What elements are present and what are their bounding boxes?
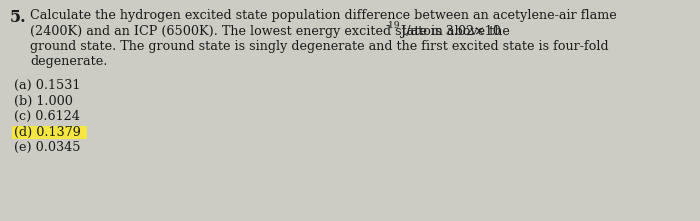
FancyBboxPatch shape <box>12 126 87 139</box>
Text: (b) 1.000: (b) 1.000 <box>14 95 73 107</box>
Text: 5.: 5. <box>10 9 27 26</box>
Text: (e) 0.0345: (e) 0.0345 <box>14 141 80 154</box>
Text: degenerate.: degenerate. <box>30 55 107 69</box>
Text: (a) 0.1531: (a) 0.1531 <box>14 79 80 92</box>
Text: Calculate the hydrogen excited state population difference between an acetylene-: Calculate the hydrogen excited state pop… <box>30 9 617 22</box>
Text: (2400K) and an ICP (6500K). The lowest energy excited state is 3.02×10: (2400K) and an ICP (6500K). The lowest e… <box>30 25 501 38</box>
Text: (d) 0.1379: (d) 0.1379 <box>14 126 81 139</box>
Text: J/atom above the: J/atom above the <box>398 25 510 38</box>
Text: -19: -19 <box>386 21 400 29</box>
Text: ground state. The ground state is singly degenerate and the first excited state : ground state. The ground state is singly… <box>30 40 608 53</box>
Text: (c) 0.6124: (c) 0.6124 <box>14 110 80 123</box>
